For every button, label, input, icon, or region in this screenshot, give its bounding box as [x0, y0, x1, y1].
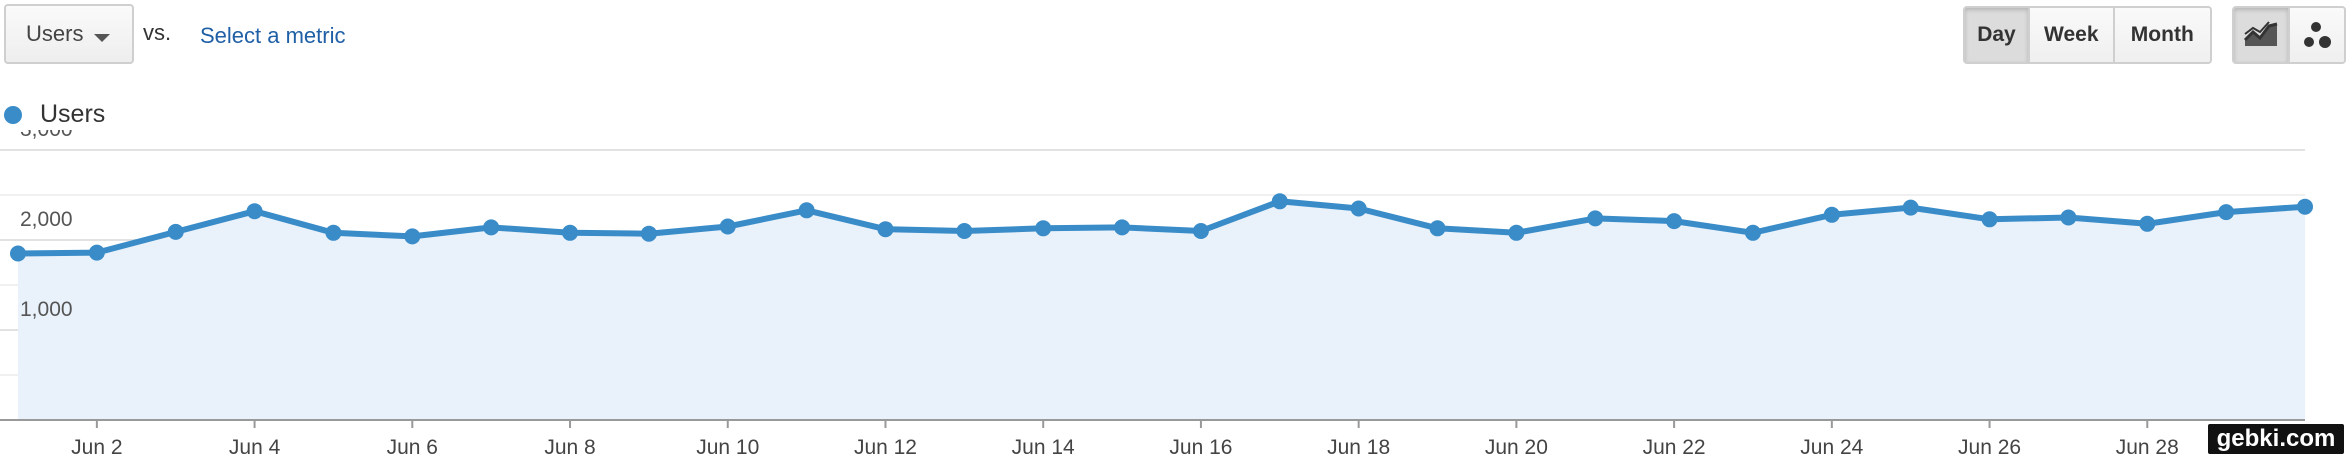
x-tick-label: Jun 2	[71, 436, 122, 459]
x-tick-label: Jun 10	[696, 436, 759, 459]
data-point	[1823, 206, 1840, 223]
series-line	[17, 198, 2306, 257]
watermark: gebki.com	[2208, 424, 2344, 454]
x-tick-label: Jun 28	[2116, 436, 2179, 459]
data-point	[877, 221, 894, 238]
data-point	[88, 244, 105, 261]
data-point	[1587, 210, 1604, 227]
metric-dropdown[interactable]: Users	[4, 4, 134, 64]
x-tick-label: Jun 4	[229, 436, 281, 459]
x-tick-label: Jun 6	[387, 436, 438, 459]
data-point	[1666, 213, 1683, 230]
data-point	[1192, 223, 1209, 239]
data-point	[483, 219, 500, 236]
data-point	[2060, 209, 2077, 226]
data-point	[640, 225, 657, 242]
x-tick-label: Jun 24	[1800, 436, 1863, 459]
data-point	[1508, 224, 1525, 241]
x-tick-label: Jun 18	[1327, 436, 1390, 459]
x-tick-label: Jun 22	[1643, 436, 1706, 459]
legend-dot-icon	[4, 105, 22, 124]
y-tick-label: 2,000	[20, 208, 73, 231]
line-chart-button[interactable]	[2234, 8, 2290, 62]
chevron-down-icon	[94, 34, 110, 42]
select-metric-link[interactable]: Select a metric	[200, 23, 346, 48]
data-point	[1981, 211, 1998, 228]
chart-type-toggle	[2232, 6, 2346, 64]
data-point	[2297, 198, 2313, 215]
area-fill	[18, 201, 2305, 420]
data-point	[10, 245, 26, 262]
data-point	[2218, 204, 2235, 221]
data-point	[404, 228, 421, 245]
motion-chart-icon	[2304, 22, 2331, 48]
metric-dropdown-value: Users	[26, 21, 84, 46]
data-point	[1744, 224, 1761, 241]
x-tick-label: Jun 20	[1485, 436, 1548, 459]
motion-chart-button[interactable]	[2290, 8, 2344, 62]
data-point	[1350, 200, 1367, 217]
day-button[interactable]: Day	[1965, 8, 2030, 62]
data-point	[1035, 220, 1052, 237]
data-point	[798, 202, 815, 219]
data-point	[719, 218, 736, 235]
x-tick-label: Jun 8	[544, 436, 595, 459]
data-point	[167, 223, 184, 240]
x-tick-label: Jun 26	[1958, 436, 2021, 459]
vs-label: vs.	[143, 20, 172, 45]
y-tick-label: 3,000	[20, 130, 73, 141]
data-point	[325, 224, 342, 241]
data-point	[1114, 219, 1131, 236]
legend-label: Users	[40, 100, 106, 128]
data-point	[562, 224, 579, 241]
data-point	[956, 223, 973, 239]
users-line-chart: 3,000 2,000 1,000 Jun 2 Jun 4 Jun 6 Jun 8 Jun 1…	[0, 130, 2313, 459]
data-point	[1271, 193, 1288, 210]
line-chart-icon	[2243, 21, 2278, 46]
data-point	[246, 203, 263, 220]
x-tick-label: Jun 16	[1169, 436, 1232, 459]
month-button[interactable]: Month	[2114, 8, 2210, 62]
y-tick-label: 1,000	[20, 298, 73, 321]
x-tick-label: Jun 12	[854, 436, 917, 459]
data-point	[1902, 199, 1919, 216]
data-point	[2139, 215, 2156, 232]
x-tick-label: Jun 14	[1012, 436, 1075, 459]
chart-legend: Users	[4, 100, 105, 129]
period-toggle: Day Week Month	[1963, 6, 2212, 64]
week-button[interactable]: Week	[2029, 8, 2115, 62]
data-point	[1429, 220, 1446, 237]
